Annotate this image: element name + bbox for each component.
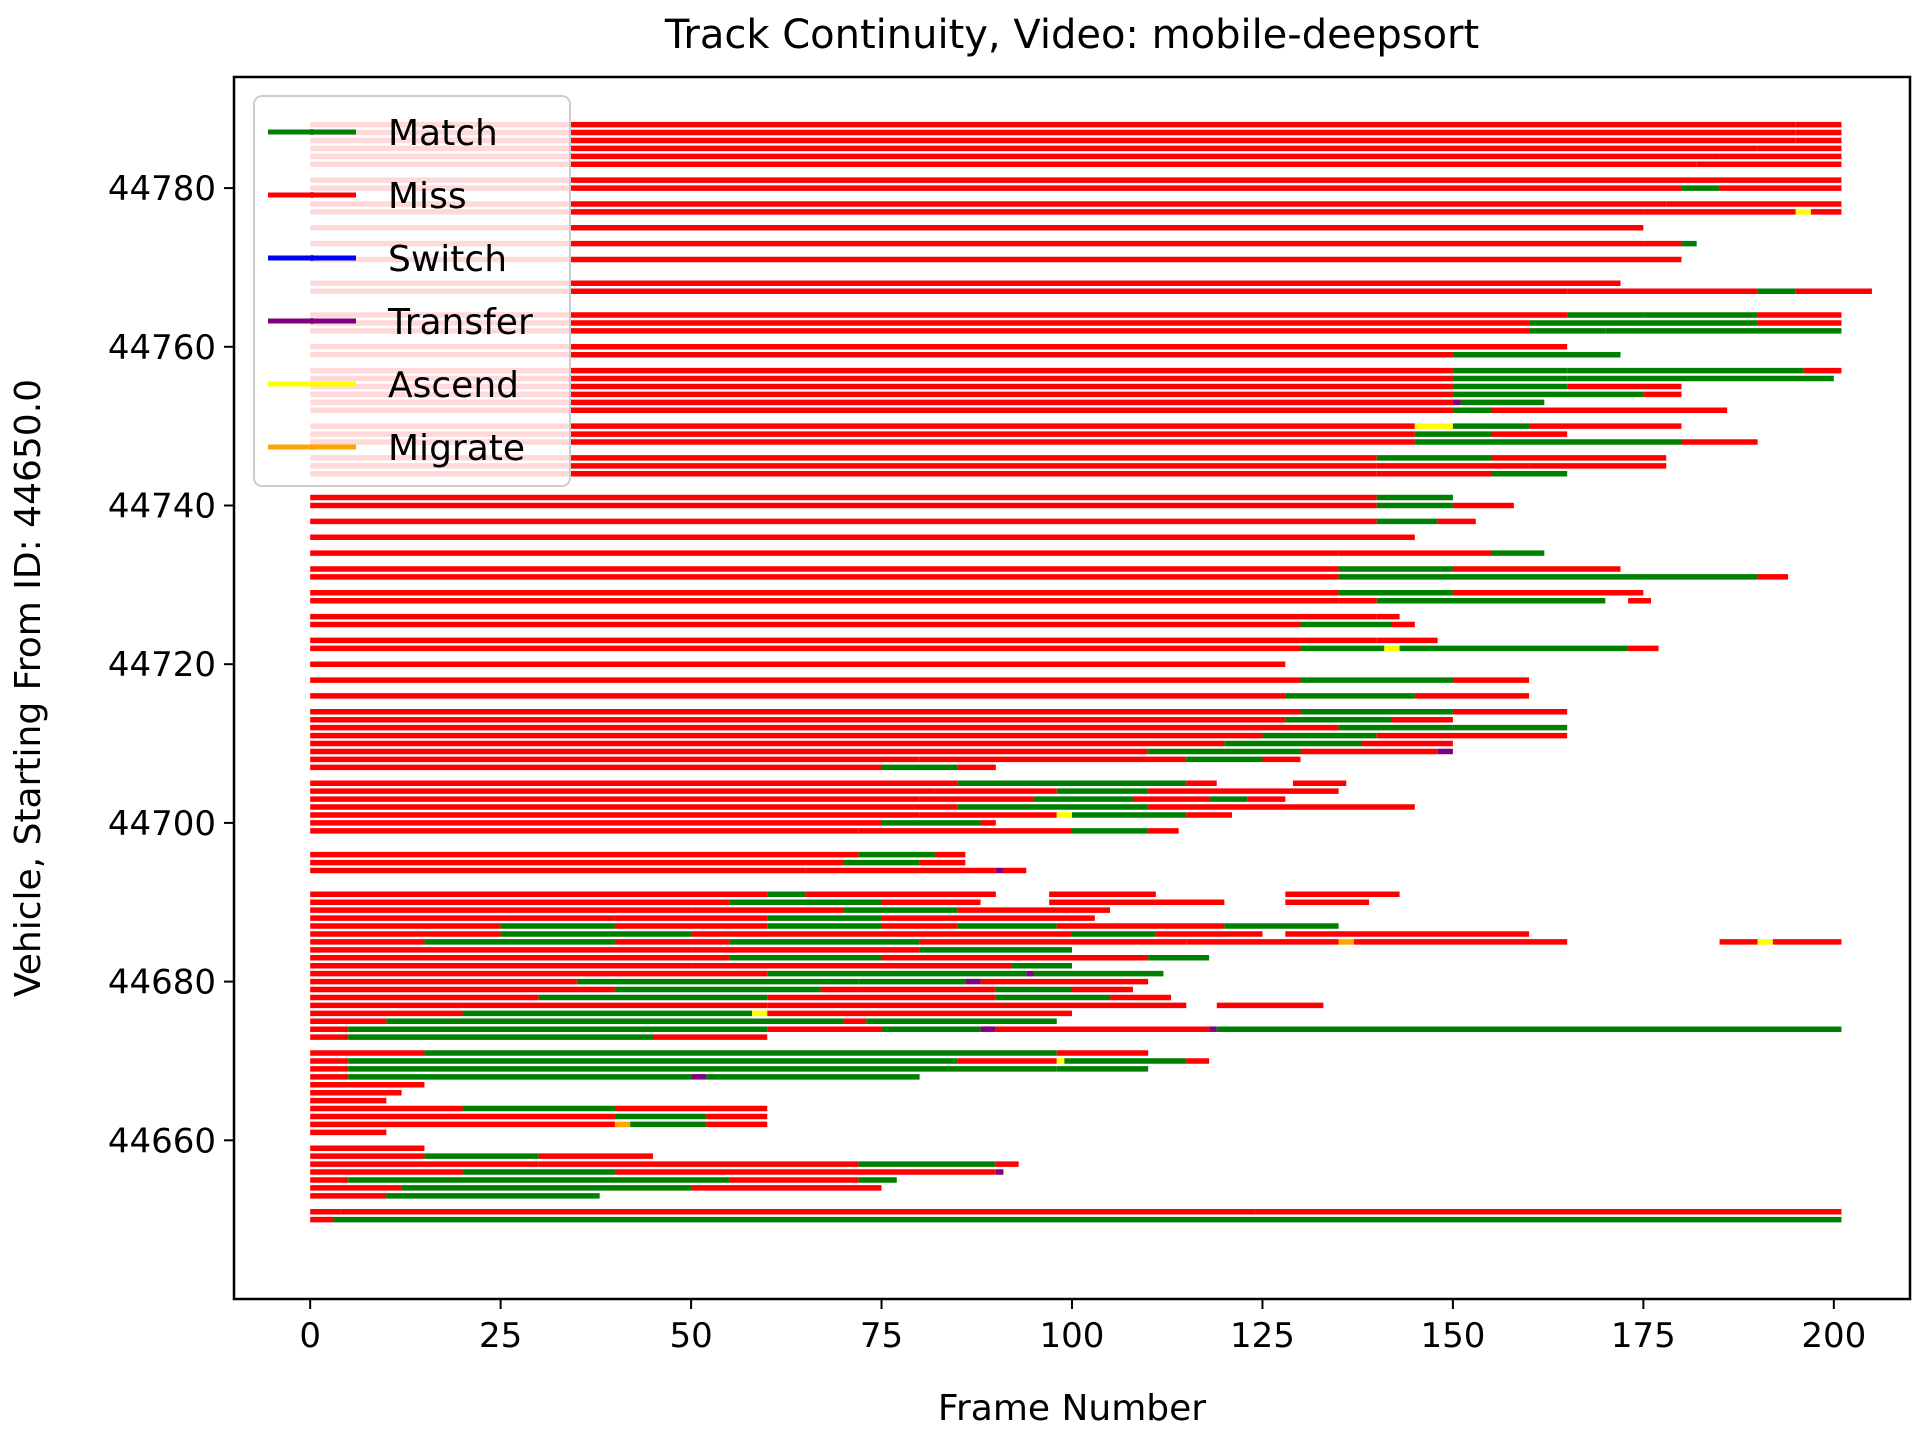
legend-label-match: Match — [388, 113, 498, 154]
legend-marker-migrate — [309, 444, 315, 450]
plot-marks — [310, 121, 1872, 1223]
y-tick-label: 44660 — [108, 1121, 216, 1161]
legend-label-miss: Miss — [388, 176, 467, 217]
legend-marker-match — [309, 129, 315, 135]
x-tick-label: 175 — [1611, 1316, 1676, 1356]
x-tick-label: 75 — [860, 1316, 903, 1356]
y-tick-label: 44760 — [108, 328, 216, 368]
x-axis-label: Frame Number — [938, 1388, 1206, 1429]
legend-items: Match Miss Switch Transfer Ascend Migrate — [268, 113, 533, 469]
x-tick-label: 0 — [299, 1316, 321, 1356]
x-tick-label: 25 — [479, 1316, 522, 1356]
x-tick-label: 200 — [1801, 1316, 1866, 1356]
x-tick-label: 50 — [669, 1316, 712, 1356]
legend-marker-transfer — [309, 318, 315, 324]
y-tick-label: 44740 — [108, 486, 216, 526]
y-tick-label: 44780 — [108, 169, 216, 209]
y-axis: 44660 44680 44700 44720 44740 44760 44780 — [108, 169, 234, 1161]
legend-marker-miss — [309, 192, 315, 198]
legend: Match Miss Switch Transfer Ascend Migrate — [253, 95, 571, 487]
chart-title: Track Continuity, Video: mobile-deepsort — [664, 12, 1479, 58]
legend-marker-ascend — [309, 381, 315, 387]
x-tick-label: 125 — [1230, 1316, 1295, 1356]
legend-label-ascend: Ascend — [388, 365, 519, 406]
legend-label-migrate: Migrate — [388, 428, 525, 469]
y-axis-label: Vehicle, Starting From ID: 44650.0 — [8, 379, 49, 997]
legend-label-transfer: Transfer — [387, 302, 533, 343]
legend-marker-switch — [309, 255, 315, 261]
x-axis: 0 25 50 75 100 125 150 175 200 — [299, 1299, 1866, 1356]
y-tick-label: 44720 — [108, 645, 216, 685]
y-tick-label: 44700 — [108, 804, 216, 844]
x-tick-label: 150 — [1420, 1316, 1485, 1356]
legend-label-switch: Switch — [388, 239, 507, 280]
y-tick-label: 44680 — [108, 963, 216, 1003]
x-tick-label: 100 — [1040, 1316, 1105, 1356]
